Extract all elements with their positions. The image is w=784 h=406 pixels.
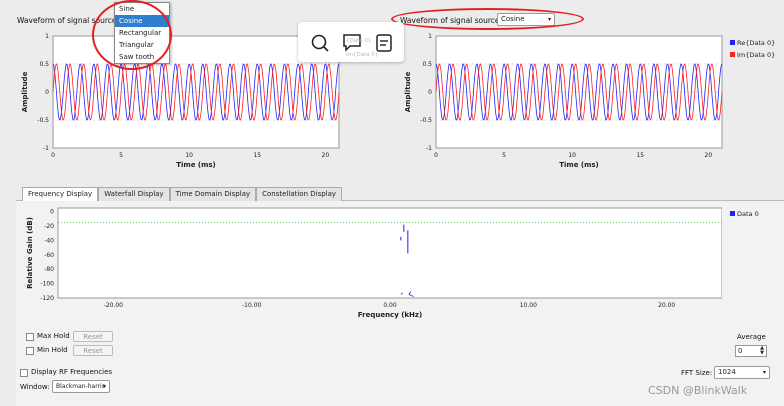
series-line-re xyxy=(435,63,723,121)
display-tabs: Frequency Display Waterfall Display Time… xyxy=(22,187,343,201)
x-tick-label: 5 xyxy=(119,152,123,159)
max-hold-checkbox[interactable] xyxy=(26,333,34,341)
average-label: Average xyxy=(737,333,766,341)
watermark: CSDN @BlinkWalk xyxy=(648,384,748,397)
x-tick-label: 20 xyxy=(322,152,330,159)
y-tick-label: -40 xyxy=(44,237,54,244)
comment-icon[interactable] xyxy=(342,32,362,52)
average-value: 0 xyxy=(738,347,743,355)
tab-frequency-display[interactable]: Frequency Display xyxy=(22,187,99,201)
x-tick-label: -10.00 xyxy=(242,302,262,309)
display-rf-checkbox[interactable] xyxy=(20,369,28,377)
x-tick-label: 20 xyxy=(705,152,713,159)
fft-size-value: 1024 xyxy=(718,368,736,376)
freq-legend-label: Data 0 xyxy=(737,210,759,218)
freq-legend: Data 0 xyxy=(730,210,759,218)
min-hold-checkbox[interactable] xyxy=(26,347,34,355)
y-axis-label: Amplitude xyxy=(21,71,29,112)
legend-im-label: Im{Data 0} xyxy=(737,51,776,59)
y-tick-label: -60 xyxy=(44,252,54,259)
tab-time-domain-display[interactable]: Time Domain Display xyxy=(169,187,257,201)
y-axis-label: Relative Gain (dB) xyxy=(26,217,34,289)
fft-size-select[interactable]: 1024 ▾ xyxy=(714,366,770,379)
y-tick-label: 0 xyxy=(428,89,432,96)
y-tick-label: 1 xyxy=(428,33,432,40)
window-value: Blackman-harris xyxy=(56,383,105,390)
y-tick-label: 1 xyxy=(45,33,49,40)
max-hold-reset-button[interactable]: Reset xyxy=(73,331,113,342)
y-tick-label: 0 xyxy=(45,89,49,96)
x-tick-label: 0 xyxy=(434,152,438,159)
y-tick-label: -0.5 xyxy=(420,117,432,124)
note-icon[interactable] xyxy=(374,33,394,53)
series-line-im xyxy=(52,63,340,121)
average-spinbox[interactable]: 0 ▲ ▼ xyxy=(735,345,767,357)
frequency-plot: 0 -20 -40 -60 -80 -100 -120 -20.00 -10.00 0.00 10.… xyxy=(22,204,723,324)
floating-toolbar: {Data 0} Im{Data 0} xyxy=(298,22,404,62)
x-tick-label: 5 xyxy=(502,152,506,159)
window-select[interactable]: Blackman-harris ▾ xyxy=(52,380,110,393)
x-tick-label: 0 xyxy=(51,152,55,159)
legend-re-label: Re{Data 0} xyxy=(737,39,776,47)
window-label: Window: xyxy=(20,383,50,391)
noise-mark xyxy=(408,291,414,297)
y-tick-label: -80 xyxy=(44,266,54,273)
y-tick-label: 0 xyxy=(50,209,54,216)
spin-arrows-icon[interactable]: ▲ ▼ xyxy=(760,345,764,356)
y-tick-label: -0.5 xyxy=(37,117,49,124)
x-tick-label: 20.00 xyxy=(658,302,675,309)
y-tick-label: -100 xyxy=(40,281,54,288)
chevron-down-icon: ▾ xyxy=(762,369,766,376)
series-line-im xyxy=(435,63,723,121)
x-axis-label: Frequency (kHz) xyxy=(358,311,422,319)
noise-mark xyxy=(400,292,404,295)
source1-label: Waveform of signal source 1: xyxy=(17,16,127,25)
y-axis-label: Amplitude xyxy=(404,71,412,112)
series-line-re xyxy=(52,63,340,121)
legend-re-swatch xyxy=(730,40,735,45)
annotation-ring-source2 xyxy=(391,8,584,30)
x-tick-label: 10.00 xyxy=(520,302,537,309)
x-axis-label: Time (ms) xyxy=(559,161,599,169)
y-tick-label: 0.5 xyxy=(422,61,432,68)
y-tick-label: -1 xyxy=(43,145,49,152)
legend-im: Im{Data 0} xyxy=(730,51,775,59)
faded-legend-re: {Data 0} xyxy=(346,38,372,44)
freq-legend-swatch xyxy=(730,211,735,216)
annotation-ring-source1 xyxy=(92,0,172,70)
tab-constellation-display[interactable]: Constellation Display xyxy=(256,187,343,201)
frequency-plot-svg: 0 -20 -40 -60 -80 -100 -120 -20.00 -10.00 0.00 10.… xyxy=(26,207,723,319)
x-tick-label: 10 xyxy=(568,152,576,159)
x-tick-label: -20.00 xyxy=(104,302,124,309)
search-icon[interactable] xyxy=(310,33,330,53)
tab-waterfall-display[interactable]: Waterfall Display xyxy=(98,187,170,201)
time-plot-2: 1 0.5 0 -0.5 -1 0 5 10 15 20 Amplitude Time (ms) xyxy=(400,30,730,180)
faded-legend-im: Im{Data 0} xyxy=(346,52,379,58)
min-hold-label: Min Hold xyxy=(37,346,68,354)
legend-re: Re{Data 0} xyxy=(730,39,775,47)
x-tick-label: 0.00 xyxy=(383,302,397,309)
y-tick-label: 0.5 xyxy=(39,61,49,68)
legend-im-swatch xyxy=(730,52,735,57)
display-rf-label: Display RF Frequencies xyxy=(31,368,113,376)
fft-size-label: FFT Size: xyxy=(681,369,713,377)
y-tick-label: -120 xyxy=(40,295,54,302)
x-tick-label: 10 xyxy=(185,152,193,159)
plot-area xyxy=(57,207,723,299)
chevron-down-icon: ▾ xyxy=(102,383,106,390)
max-hold-label: Max Hold xyxy=(37,332,70,340)
min-hold-reset-button[interactable]: Reset xyxy=(73,345,113,356)
x-axis-label: Time (ms) xyxy=(176,161,216,169)
y-tick-label: -20 xyxy=(44,223,54,230)
y-tick-label: -1 xyxy=(426,145,432,152)
x-tick-label: 15 xyxy=(253,152,261,159)
x-tick-label: 15 xyxy=(636,152,644,159)
